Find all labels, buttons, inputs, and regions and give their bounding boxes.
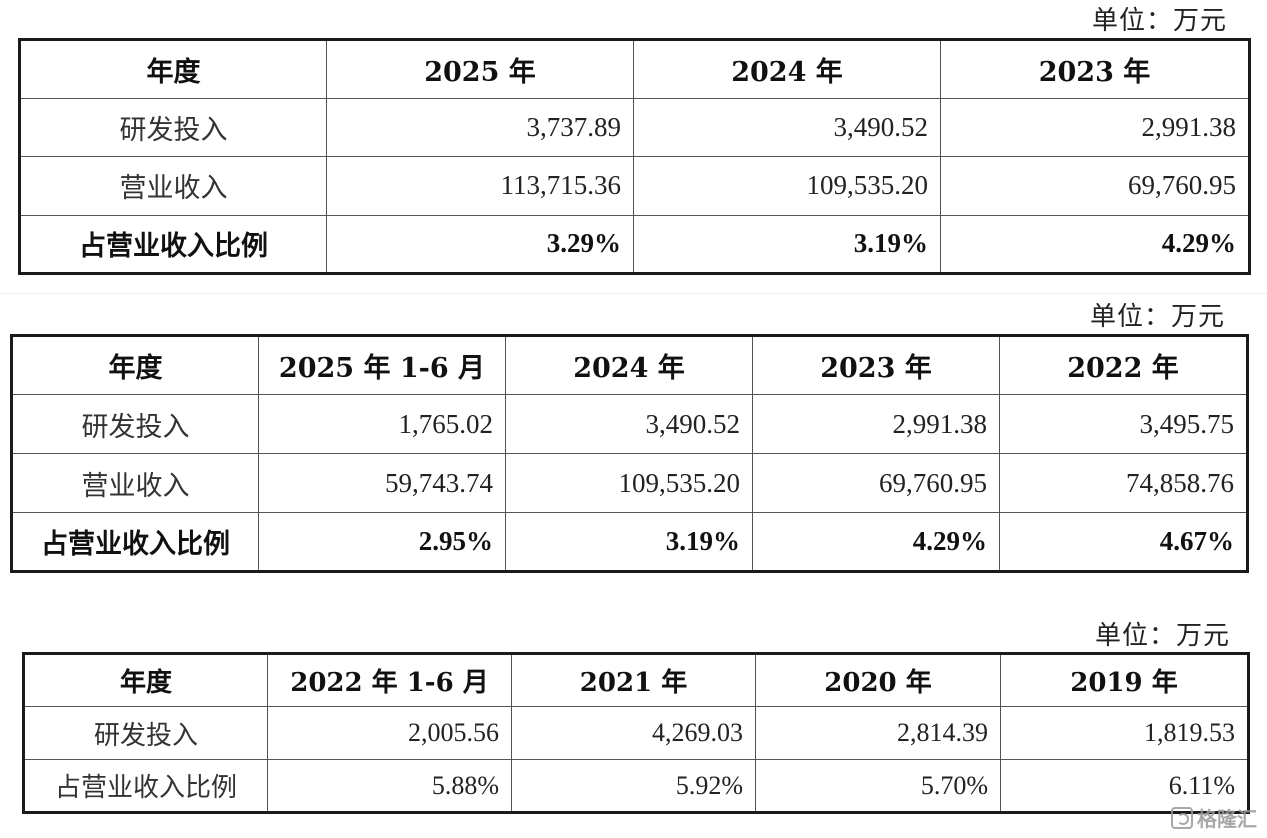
value-cell: 4.29%	[752, 512, 1000, 572]
value-cell: 2,991.38	[752, 394, 1000, 454]
table-row: 占营业收入比例 5.88% 5.92% 5.70% 6.11%	[23, 759, 1249, 813]
value-cell: 3,495.75	[999, 394, 1248, 454]
value-cell: 3.29%	[326, 214, 634, 274]
table-row: 研发投入 1,765.02 3,490.52 2,991.38 3,495.75	[11, 394, 1248, 454]
value-cell: 5.70%	[755, 759, 1001, 813]
header-cell: 2024 年	[505, 335, 753, 395]
value-cell: 1,765.02	[258, 394, 506, 454]
header-cell: 2021 年	[511, 653, 756, 707]
row-label: 研发投入	[11, 394, 259, 454]
value-cell: 3.19%	[505, 512, 753, 572]
value-cell: 5.88%	[267, 759, 512, 813]
value-cell: 3,490.52	[505, 394, 753, 454]
value-cell: 59,743.74	[258, 453, 506, 513]
header-cell: 年度	[23, 653, 268, 707]
row-label: 占营业收入比例	[11, 512, 259, 572]
header-cell: 年度	[11, 335, 259, 395]
header-cell: 2019 年	[1000, 653, 1249, 707]
table-row: 营业收入 59,743.74 109,535.20 69,760.95 74,8…	[11, 453, 1248, 513]
value-cell: 3,490.52	[633, 97, 941, 157]
rd-table-2019-2022h1: 年度 2022 年 1-6 月 2021 年 2020 年 2019 年 研发投…	[22, 652, 1250, 814]
section-divider	[0, 293, 1267, 294]
rd-table-2023-2025: 年度 2025 年 2024 年 2023 年 研发投入 3,737.89 3,…	[18, 38, 1251, 275]
header-cell: 2024 年	[633, 39, 941, 99]
gelonghui-logo-icon	[1171, 806, 1193, 829]
value-cell: 109,535.20	[505, 453, 753, 513]
header-cell: 2022 年	[999, 335, 1248, 395]
header-row: 年度 2025 年 1-6 月 2024 年 2023 年 2022 年	[11, 335, 1248, 395]
value-cell: 5.92%	[511, 759, 756, 813]
value-cell: 4.67%	[999, 512, 1248, 572]
unit-label: 单位：万元	[1091, 6, 1227, 36]
value-cell: 113,715.36	[326, 156, 634, 216]
table-row: 研发投入 3,737.89 3,490.52 2,991.38	[19, 97, 1250, 157]
value-cell: 74,858.76	[999, 453, 1248, 513]
value-cell: 3,737.89	[326, 97, 634, 157]
unit-label: 单位：万元	[1089, 302, 1225, 332]
value-cell: 2,005.56	[267, 706, 512, 760]
table-row: 占营业收入比例 2.95% 3.19% 4.29% 4.67%	[11, 512, 1248, 572]
row-label: 占营业收入比例	[19, 214, 327, 274]
row-label: 占营业收入比例	[23, 759, 268, 813]
rd-table-2022-2025h1: 年度 2025 年 1-6 月 2024 年 2023 年 2022 年 研发投…	[10, 334, 1249, 573]
value-cell: 109,535.20	[633, 156, 941, 216]
value-cell: 69,760.95	[752, 453, 1000, 513]
row-label: 研发投入	[23, 706, 268, 760]
header-cell: 2025 年 1-6 月	[258, 335, 506, 395]
value-cell: 2.95%	[258, 512, 506, 572]
value-cell: 1,819.53	[1000, 706, 1249, 760]
value-cell: 2,991.38	[940, 97, 1250, 157]
value-cell: 4,269.03	[511, 706, 756, 760]
value-cell: 3.19%	[633, 214, 941, 274]
value-cell: 4.29%	[940, 214, 1250, 274]
header-cell: 年度	[19, 39, 327, 99]
row-label: 研发投入	[19, 97, 327, 157]
row-label: 营业收入	[19, 156, 327, 216]
header-cell: 2025 年	[326, 39, 634, 99]
header-cell: 2020 年	[755, 653, 1001, 707]
table-row: 研发投入 2,005.56 4,269.03 2,814.39 1,819.53	[23, 706, 1249, 760]
unit-label: 单位：万元	[1094, 621, 1230, 651]
row-label: 营业收入	[11, 453, 259, 513]
table-row: 营业收入 113,715.36 109,535.20 69,760.95	[19, 156, 1250, 216]
value-cell: 6.11%	[1000, 759, 1249, 813]
watermark-text: 格隆汇	[1197, 807, 1257, 831]
value-cell: 2,814.39	[755, 706, 1001, 760]
header-row: 年度 2022 年 1-6 月 2021 年 2020 年 2019 年	[23, 653, 1249, 707]
table-row: 占营业收入比例 3.29% 3.19% 4.29%	[19, 214, 1250, 274]
header-row: 年度 2025 年 2024 年 2023 年	[19, 39, 1250, 99]
value-cell: 69,760.95	[940, 156, 1250, 216]
header-cell: 2023 年	[940, 39, 1250, 99]
watermark: 格隆汇	[1171, 803, 1257, 832]
header-cell: 2023 年	[752, 335, 1000, 395]
header-cell: 2022 年 1-6 月	[267, 653, 512, 707]
